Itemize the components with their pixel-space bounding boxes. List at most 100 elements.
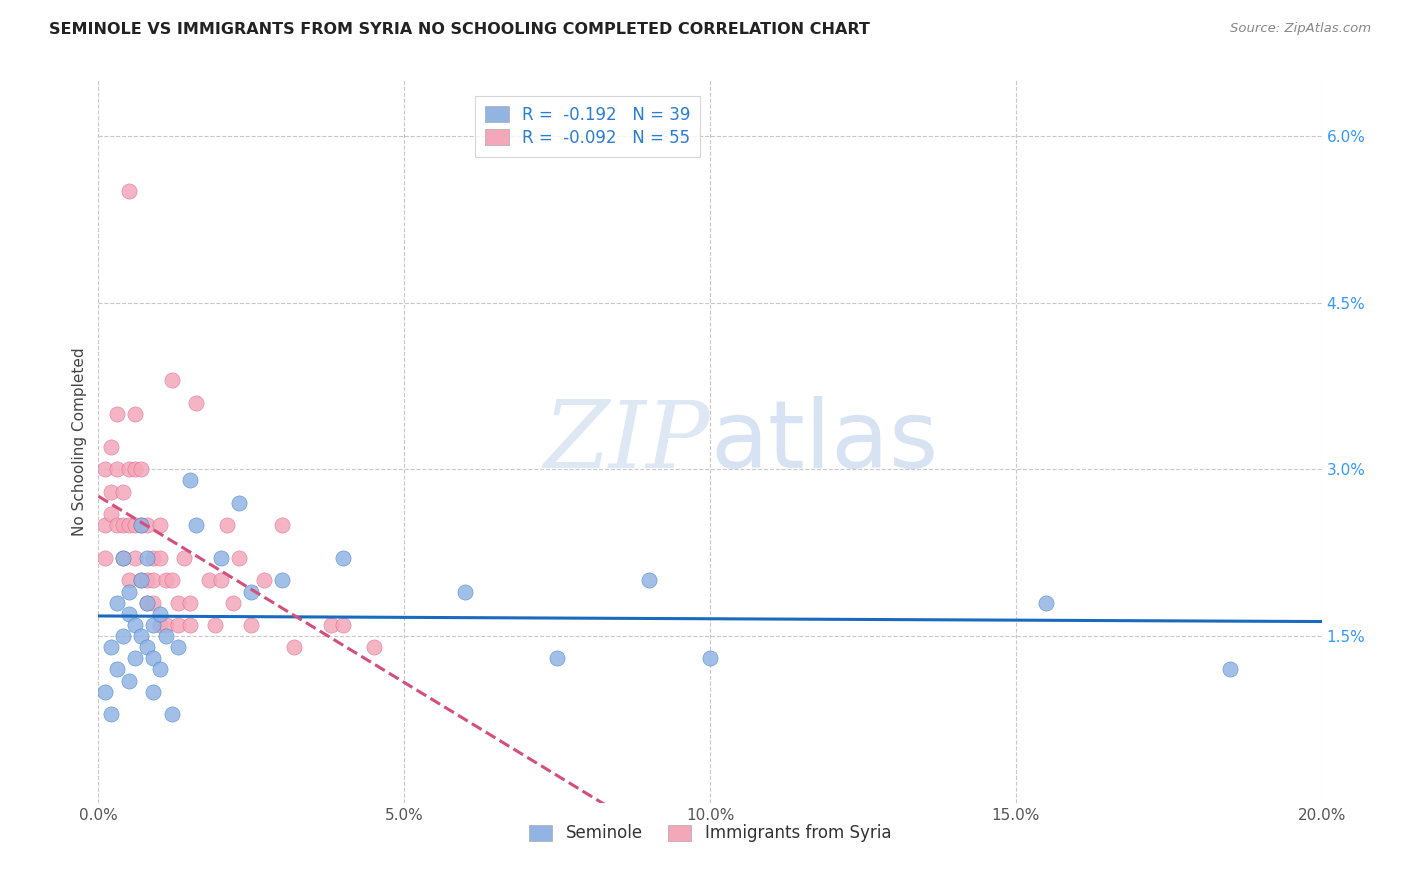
Point <box>124 651 146 665</box>
Point <box>142 651 165 665</box>
Point <box>363 640 385 655</box>
Point <box>186 395 208 409</box>
Point <box>129 517 152 532</box>
Point <box>93 551 115 566</box>
Point <box>454 584 477 599</box>
Point <box>118 462 141 476</box>
Point <box>155 618 177 632</box>
Point <box>167 596 190 610</box>
Point <box>118 673 141 688</box>
Legend: Seminole, Immigrants from Syria: Seminole, Immigrants from Syria <box>519 814 901 852</box>
Point <box>283 640 305 655</box>
Point <box>149 517 172 532</box>
Point <box>186 517 208 532</box>
Point <box>319 618 342 632</box>
Point <box>222 596 245 610</box>
Point <box>179 618 201 632</box>
Point <box>270 574 292 588</box>
Point <box>136 596 159 610</box>
Point <box>111 551 134 566</box>
Point <box>160 574 183 588</box>
Point <box>215 517 238 532</box>
Text: Source: ZipAtlas.com: Source: ZipAtlas.com <box>1230 22 1371 36</box>
Point <box>142 618 165 632</box>
Point <box>129 574 152 588</box>
Point <box>155 574 177 588</box>
Point <box>118 574 141 588</box>
Point <box>100 440 122 454</box>
Point <box>111 517 134 532</box>
Point <box>105 596 128 610</box>
Point <box>93 684 115 698</box>
Point <box>105 517 128 532</box>
Point <box>332 618 354 632</box>
Point <box>118 517 141 532</box>
Point <box>105 407 128 421</box>
Point <box>129 629 152 643</box>
Point <box>124 462 146 476</box>
Point <box>93 517 115 532</box>
Point <box>136 596 159 610</box>
Point <box>129 574 152 588</box>
Point <box>136 640 159 655</box>
Point <box>129 517 152 532</box>
Point <box>142 596 165 610</box>
Point <box>142 684 165 698</box>
Point <box>136 551 159 566</box>
Point <box>124 517 146 532</box>
Point <box>149 618 172 632</box>
Point <box>1219 662 1241 676</box>
Point <box>240 618 263 632</box>
Point <box>100 507 122 521</box>
Text: SEMINOLE VS IMMIGRANTS FROM SYRIA NO SCHOOLING COMPLETED CORRELATION CHART: SEMINOLE VS IMMIGRANTS FROM SYRIA NO SCH… <box>49 22 870 37</box>
Point <box>228 551 250 566</box>
Point <box>118 607 141 621</box>
Point <box>1035 596 1057 610</box>
Point <box>124 407 146 421</box>
Point <box>124 618 146 632</box>
Point <box>142 551 165 566</box>
Point <box>546 651 568 665</box>
Point <box>105 462 128 476</box>
Point <box>209 551 232 566</box>
Point <box>228 496 250 510</box>
Point <box>111 551 134 566</box>
Point <box>252 574 274 588</box>
Point <box>270 517 292 532</box>
Point <box>637 574 661 588</box>
Point <box>136 517 159 532</box>
Point <box>142 574 165 588</box>
Point <box>167 640 190 655</box>
Y-axis label: No Schooling Completed: No Schooling Completed <box>72 347 87 536</box>
Point <box>100 484 122 499</box>
Point <box>197 574 219 588</box>
Point <box>111 484 134 499</box>
Point <box>118 185 141 199</box>
Text: ZIP: ZIP <box>543 397 710 486</box>
Point <box>173 551 195 566</box>
Point <box>100 706 122 721</box>
Text: atlas: atlas <box>710 395 938 488</box>
Point <box>149 607 172 621</box>
Point <box>332 551 354 566</box>
Point <box>204 618 226 632</box>
Point <box>93 462 115 476</box>
Point <box>699 651 721 665</box>
Point <box>100 640 122 655</box>
Point <box>118 584 141 599</box>
Point <box>105 662 128 676</box>
Point <box>149 662 172 676</box>
Point <box>179 474 201 488</box>
Point <box>209 574 232 588</box>
Point <box>155 629 177 643</box>
Point <box>167 618 190 632</box>
Point <box>240 584 263 599</box>
Point <box>160 373 183 387</box>
Point <box>149 551 172 566</box>
Point <box>160 706 183 721</box>
Point <box>129 462 152 476</box>
Point <box>136 574 159 588</box>
Point <box>124 551 146 566</box>
Point <box>179 596 201 610</box>
Point <box>111 629 134 643</box>
